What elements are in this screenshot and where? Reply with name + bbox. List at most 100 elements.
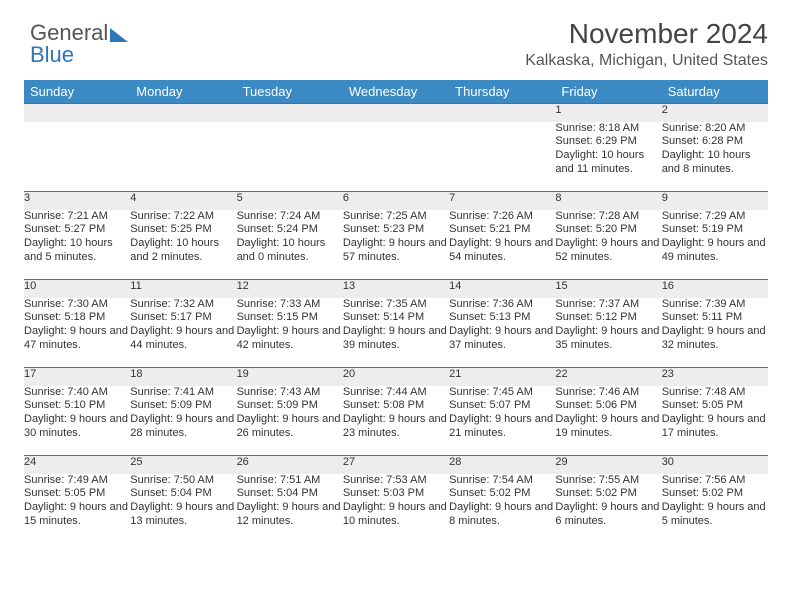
sunrise-line: Sunrise: 7:45 AM: [449, 386, 555, 400]
sunset-line: Sunset: 5:04 PM: [237, 487, 343, 501]
sunset-line: Sunset: 6:29 PM: [555, 135, 661, 149]
daylight-line: Daylight: 9 hours and 42 minutes.: [237, 325, 343, 353]
sunrise-line: Sunrise: 7:43 AM: [237, 386, 343, 400]
sunset-line: Sunset: 5:05 PM: [24, 487, 130, 501]
day-number-cell: 14: [449, 280, 555, 298]
day-number-cell: 8: [555, 192, 661, 210]
day-header: Wednesday: [343, 80, 449, 104]
daylight-line: Daylight: 9 hours and 12 minutes.: [237, 501, 343, 529]
sunset-line: Sunset: 5:02 PM: [555, 487, 661, 501]
sunrise-line: Sunrise: 7:46 AM: [555, 386, 661, 400]
day-detail-cell: Sunrise: 7:56 AMSunset: 5:02 PMDaylight:…: [662, 474, 768, 544]
daylight-line: Daylight: 10 hours and 2 minutes.: [130, 237, 236, 265]
day-detail-cell: Sunrise: 7:36 AMSunset: 5:13 PMDaylight:…: [449, 298, 555, 368]
sunrise-line: Sunrise: 7:41 AM: [130, 386, 236, 400]
sunrise-line: Sunrise: 7:36 AM: [449, 298, 555, 312]
sunset-line: Sunset: 5:20 PM: [555, 223, 661, 237]
month-title: November 2024: [24, 18, 768, 50]
sunset-line: Sunset: 5:12 PM: [555, 311, 661, 325]
day-detail-cell: Sunrise: 7:33 AMSunset: 5:15 PMDaylight:…: [237, 298, 343, 368]
day-number-cell: 23: [662, 368, 768, 386]
daylight-line: Daylight: 9 hours and 6 minutes.: [555, 501, 661, 529]
daylight-line: Daylight: 9 hours and 57 minutes.: [343, 237, 449, 265]
daylight-line: Daylight: 9 hours and 10 minutes.: [343, 501, 449, 529]
daylight-line: Daylight: 10 hours and 11 minutes.: [555, 149, 661, 177]
sunset-line: Sunset: 5:23 PM: [343, 223, 449, 237]
sunrise-line: Sunrise: 7:37 AM: [555, 298, 661, 312]
sunrise-line: Sunrise: 7:28 AM: [555, 210, 661, 224]
sunset-line: Sunset: 5:05 PM: [662, 399, 768, 413]
day-detail-cell: Sunrise: 7:37 AMSunset: 5:12 PMDaylight:…: [555, 298, 661, 368]
sunset-line: Sunset: 5:11 PM: [662, 311, 768, 325]
daylight-line: Daylight: 9 hours and 37 minutes.: [449, 325, 555, 353]
header: November 2024 Kalkaska, Michigan, United…: [24, 18, 768, 70]
sunset-line: Sunset: 5:02 PM: [449, 487, 555, 501]
day-detail-cell: [24, 122, 130, 192]
day-number-cell: 1: [555, 104, 661, 122]
sunrise-line: Sunrise: 7:48 AM: [662, 386, 768, 400]
day-number-cell: 20: [343, 368, 449, 386]
day-detail-cell: Sunrise: 7:24 AMSunset: 5:24 PMDaylight:…: [237, 210, 343, 280]
day-detail-cell: Sunrise: 7:46 AMSunset: 5:06 PMDaylight:…: [555, 386, 661, 456]
daylight-line: Daylight: 9 hours and 32 minutes.: [662, 325, 768, 353]
day-number-cell: 10: [24, 280, 130, 298]
day-number-cell: [24, 104, 130, 122]
day-detail-cell: Sunrise: 8:20 AMSunset: 6:28 PMDaylight:…: [662, 122, 768, 192]
sunset-line: Sunset: 5:17 PM: [130, 311, 236, 325]
day-detail-cell: Sunrise: 7:22 AMSunset: 5:25 PMDaylight:…: [130, 210, 236, 280]
sunset-line: Sunset: 5:06 PM: [555, 399, 661, 413]
sunset-line: Sunset: 5:08 PM: [343, 399, 449, 413]
day-number-cell: 28: [449, 456, 555, 474]
day-header: Monday: [130, 80, 236, 104]
sunset-line: Sunset: 6:28 PM: [662, 135, 768, 149]
day-number-cell: [237, 104, 343, 122]
daylight-line: Daylight: 9 hours and 13 minutes.: [130, 501, 236, 529]
day-number-row: 12: [24, 104, 768, 122]
day-number-cell: 7: [449, 192, 555, 210]
day-number-cell: 18: [130, 368, 236, 386]
day-detail-cell: Sunrise: 7:30 AMSunset: 5:18 PMDaylight:…: [24, 298, 130, 368]
day-number-row: 3456789: [24, 192, 768, 210]
day-number-row: 17181920212223: [24, 368, 768, 386]
sunset-line: Sunset: 5:07 PM: [449, 399, 555, 413]
sunset-line: Sunset: 5:15 PM: [237, 311, 343, 325]
day-header: Sunday: [24, 80, 130, 104]
sunrise-line: Sunrise: 7:21 AM: [24, 210, 130, 224]
sunrise-line: Sunrise: 7:39 AM: [662, 298, 768, 312]
day-number-cell: 2: [662, 104, 768, 122]
day-detail-cell: [343, 122, 449, 192]
sunrise-line: Sunrise: 7:50 AM: [130, 474, 236, 488]
sunset-line: Sunset: 5:25 PM: [130, 223, 236, 237]
sunrise-line: Sunrise: 7:56 AM: [662, 474, 768, 488]
day-detail-cell: [449, 122, 555, 192]
sunrise-line: Sunrise: 7:32 AM: [130, 298, 236, 312]
day-detail-row: Sunrise: 7:40 AMSunset: 5:10 PMDaylight:…: [24, 386, 768, 456]
sunset-line: Sunset: 5:04 PM: [130, 487, 236, 501]
day-number-cell: 22: [555, 368, 661, 386]
daylight-line: Daylight: 10 hours and 8 minutes.: [662, 149, 768, 177]
sunset-line: Sunset: 5:27 PM: [24, 223, 130, 237]
location-subtitle: Kalkaska, Michigan, United States: [24, 52, 768, 70]
day-detail-cell: Sunrise: 7:25 AMSunset: 5:23 PMDaylight:…: [343, 210, 449, 280]
sunset-line: Sunset: 5:02 PM: [662, 487, 768, 501]
daylight-line: Daylight: 9 hours and 52 minutes.: [555, 237, 661, 265]
day-number-cell: [343, 104, 449, 122]
day-detail-cell: Sunrise: 7:39 AMSunset: 5:11 PMDaylight:…: [662, 298, 768, 368]
day-detail-cell: Sunrise: 7:21 AMSunset: 5:27 PMDaylight:…: [24, 210, 130, 280]
daylight-line: Daylight: 9 hours and 35 minutes.: [555, 325, 661, 353]
sunrise-line: Sunrise: 8:18 AM: [555, 122, 661, 136]
brand-part2: Blue: [30, 42, 74, 67]
day-number-cell: [130, 104, 236, 122]
day-detail-cell: Sunrise: 7:40 AMSunset: 5:10 PMDaylight:…: [24, 386, 130, 456]
day-number-cell: 19: [237, 368, 343, 386]
day-number-cell: 25: [130, 456, 236, 474]
sunrise-line: Sunrise: 7:35 AM: [343, 298, 449, 312]
daylight-line: Daylight: 10 hours and 5 minutes.: [24, 237, 130, 265]
sunrise-line: Sunrise: 8:20 AM: [662, 122, 768, 136]
sunrise-line: Sunrise: 7:24 AM: [237, 210, 343, 224]
day-number-row: 10111213141516: [24, 280, 768, 298]
day-detail-cell: Sunrise: 7:26 AMSunset: 5:21 PMDaylight:…: [449, 210, 555, 280]
sunset-line: Sunset: 5:24 PM: [237, 223, 343, 237]
day-detail-cell: Sunrise: 7:32 AMSunset: 5:17 PMDaylight:…: [130, 298, 236, 368]
day-detail-cell: [237, 122, 343, 192]
